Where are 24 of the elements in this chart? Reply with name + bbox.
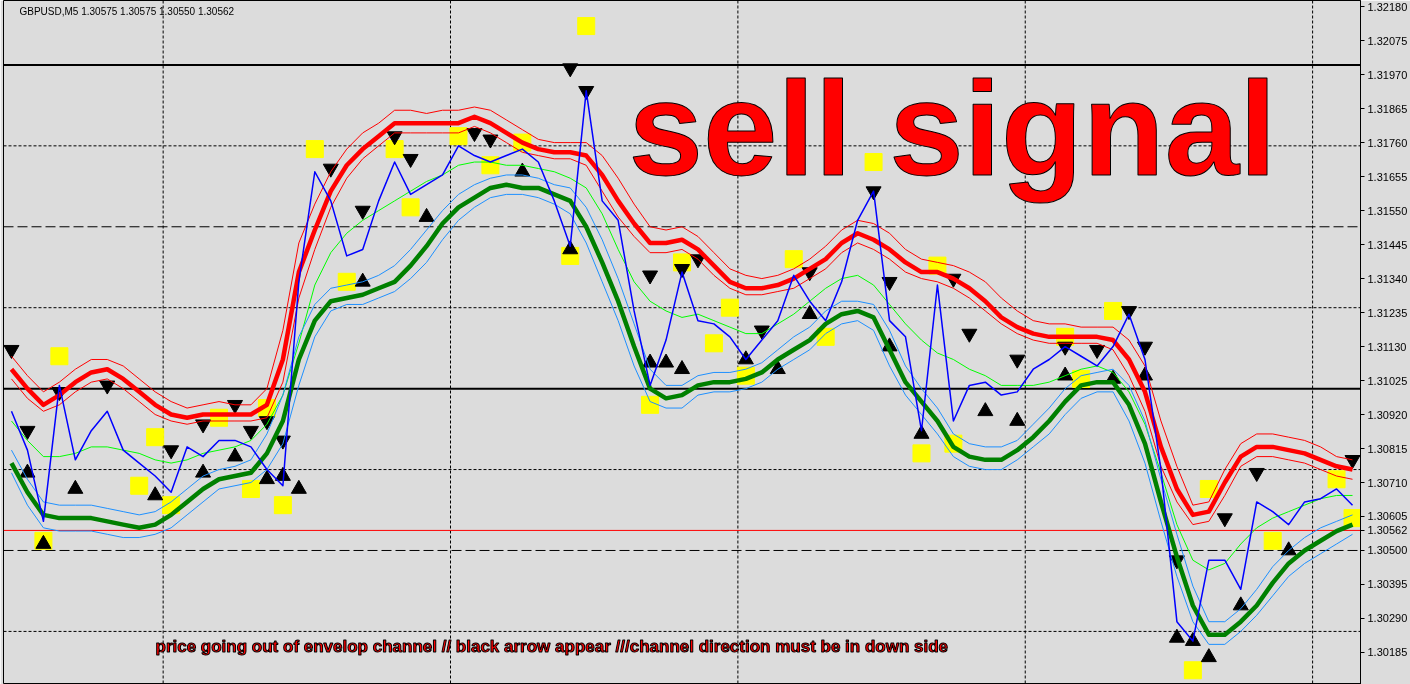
y-tick-label: 1.31445 — [1367, 238, 1408, 251]
y-tick-label: 1.30395 — [1367, 578, 1408, 591]
text: GBPUSD,M5 1.30575 1.30575 1.30550 1.30562 — [19, 6, 235, 17]
y-tick-label: 1.30920 — [1367, 408, 1408, 421]
annotation: price going out of envelop channel // black arrow appear ///channel direction must be in down side — [155, 637, 949, 656]
y-tick-label: 1.30185 — [1367, 646, 1408, 659]
y-tick-label: 1.31550 — [1367, 204, 1408, 217]
y-tick-label: 1.31865 — [1367, 102, 1408, 115]
y-tick-label: 1.31970 — [1367, 68, 1408, 81]
y-tick-label: 1.30710 — [1367, 476, 1408, 489]
y-tick-label: 1.30500 — [1367, 544, 1408, 557]
annotation: sell signal — [628, 54, 1277, 203]
ref-line-label: 1.30562 — [1367, 524, 1408, 537]
y-tick-label: 1.31655 — [1367, 170, 1408, 183]
y-tick-label: 1.31130 — [1367, 340, 1407, 353]
y-tick-label: 1.32180 — [1367, 0, 1408, 13]
y-tick-label: 1.31025 — [1367, 374, 1408, 387]
y-tick-label: 1.31340 — [1367, 272, 1408, 285]
y-tick-label: 1.30815 — [1367, 442, 1408, 455]
y-tick-label: 1.31760 — [1367, 136, 1408, 149]
y-tick-label: 1.31235 — [1367, 306, 1408, 319]
y-tick-label: 1.32075 — [1367, 34, 1408, 47]
y-tick-label: 1.30605 — [1367, 510, 1408, 523]
y-tick-label: 1.30290 — [1367, 612, 1408, 625]
